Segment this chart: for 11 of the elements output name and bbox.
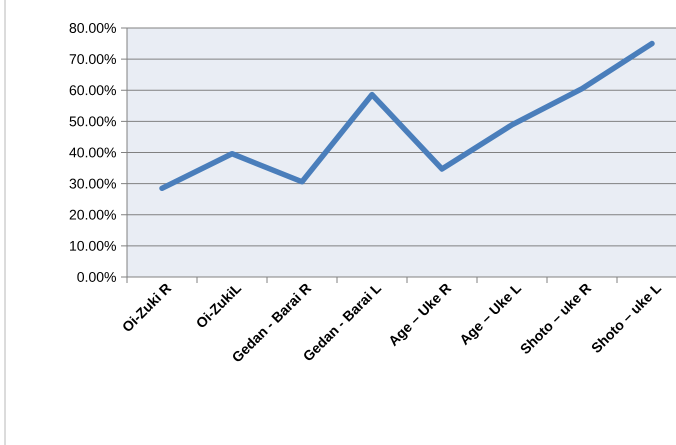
y-tick-label: 30.00% bbox=[70, 178, 116, 189]
y-tick-label: 60.00% bbox=[70, 85, 116, 96]
y-tick-label: 70.00% bbox=[70, 54, 116, 64]
x-tick-label: Age – Uke L bbox=[461, 286, 522, 346]
x-tick-label: Age – Uke R bbox=[390, 284, 452, 347]
y-tick-label: 80.00% bbox=[70, 23, 116, 33]
y-tick-label: 0.00% bbox=[77, 272, 116, 282]
y-tick-label: 10.00% bbox=[70, 240, 116, 251]
y-tick-label: 40.00% bbox=[69, 148, 116, 158]
y-tick-label: 50.00% bbox=[70, 116, 116, 126]
y-tick-label: 20.00% bbox=[70, 210, 116, 220]
